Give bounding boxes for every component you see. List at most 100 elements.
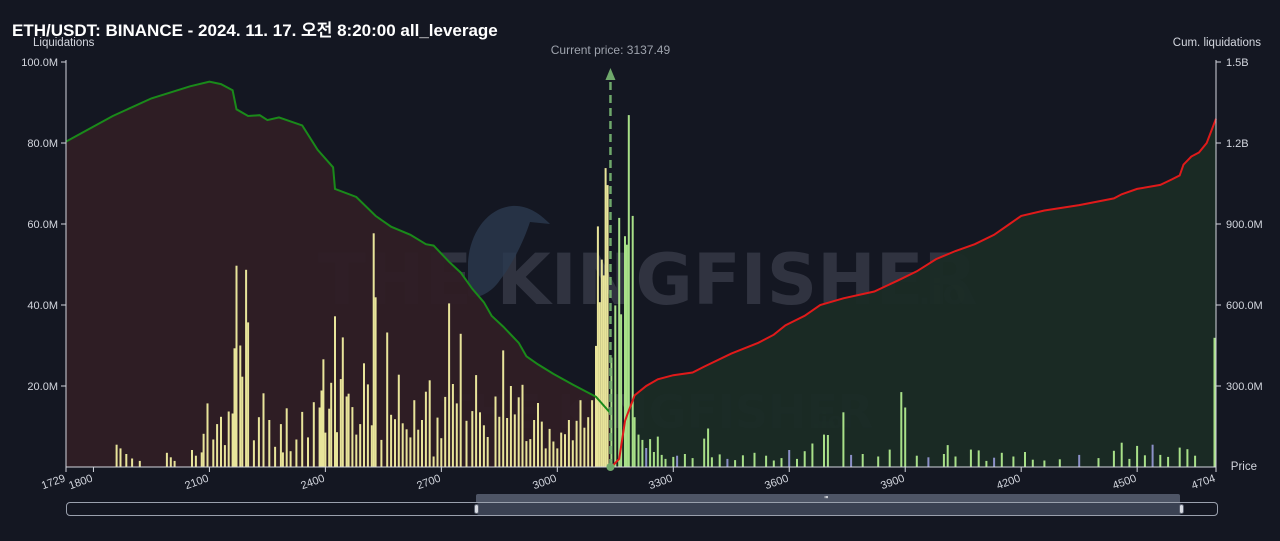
x-tick-label: 2400 — [299, 473, 326, 493]
liquidation-bar — [428, 380, 431, 467]
current-price-label: Current price: 3137.49 — [551, 43, 671, 57]
liquidation-bar — [600, 259, 603, 467]
liquidation-bar — [537, 403, 539, 467]
liquidation-bar — [394, 419, 396, 467]
liquidation-bar — [281, 452, 284, 467]
liquidation-bar — [803, 451, 806, 467]
liquidation-bar — [672, 456, 675, 467]
liquidation-bar — [564, 434, 566, 467]
right-tick-label: 1.5B — [1226, 57, 1249, 69]
x-tick-label: 3900 — [879, 473, 906, 493]
liquidation-bar — [614, 305, 617, 467]
liquidation-bar — [624, 236, 626, 467]
liquidation-bar — [312, 402, 315, 467]
liquidation-bar — [1159, 454, 1162, 467]
liquidation-bar — [351, 407, 354, 467]
liquidation-bar — [451, 384, 454, 467]
liquidation-bar — [631, 215, 634, 467]
liquidation-bar — [506, 418, 509, 467]
liquidation-bar — [718, 454, 721, 467]
liquidation-bar — [602, 275, 605, 467]
liquidation-bar — [985, 460, 988, 467]
liquidation-bar — [587, 417, 590, 467]
liquidation-bar — [401, 423, 404, 467]
x-tick-label: 4200 — [995, 473, 1022, 493]
liquidation-bar — [877, 456, 880, 467]
right-axis-title: Cum. liquidations — [1173, 37, 1261, 49]
liquidation-bar — [235, 265, 238, 467]
right-tick-label: 300.0M — [1226, 381, 1263, 393]
cumulative-areas — [66, 81, 1216, 467]
liquidation-bar — [363, 363, 365, 467]
liquidation-bar — [366, 384, 369, 467]
liquidation-bar — [372, 233, 375, 467]
liquidation-bar — [322, 359, 325, 467]
liquidation-bar — [618, 217, 621, 467]
liquidation-bar — [556, 448, 559, 467]
long-cum-area — [66, 81, 611, 467]
right-tick-label: 1.2B — [1226, 138, 1249, 150]
liquidation-bar — [726, 458, 729, 467]
liquidation-bar — [620, 314, 623, 467]
liquidation-bar — [525, 441, 528, 467]
liquidation-bar — [1186, 449, 1189, 467]
liquidation-bar — [1024, 452, 1026, 467]
liquidation-bar — [703, 438, 706, 467]
liquidation-bar — [285, 408, 288, 467]
liquidation-bar — [448, 303, 451, 467]
liquidation-bar — [455, 403, 458, 467]
liquidation-bar — [138, 460, 141, 467]
liquidation-bars — [115, 115, 1216, 468]
scroll-window-top[interactable] — [476, 494, 1180, 502]
liquidation-bar — [753, 452, 756, 467]
scroll-window[interactable] — [474, 503, 1184, 515]
current-price-dot — [606, 463, 615, 471]
liquidation-bar — [498, 416, 501, 467]
liquidation-bar — [1000, 452, 1003, 467]
liquidation-bar — [320, 390, 323, 467]
liquidation-bar — [459, 333, 462, 467]
liquidation-bar — [191, 450, 193, 467]
short-cum-line — [610, 118, 1217, 468]
liquidation-bar — [227, 411, 230, 467]
liquidation-bar — [370, 425, 373, 467]
liquidation-bar — [645, 448, 648, 467]
liquidation-bar — [413, 400, 416, 467]
liquidation-bar — [544, 448, 547, 467]
liquidation-bar — [194, 455, 197, 467]
liquidation-bar — [220, 416, 222, 467]
liquidation-bar — [1178, 447, 1181, 467]
liquidation-bar — [710, 457, 713, 467]
right-tick-label: 600.0M — [1226, 300, 1263, 312]
x-tick-label: 3600 — [763, 473, 790, 493]
liquidation-bar — [216, 424, 219, 467]
liquidation-bar — [336, 432, 338, 467]
liquidation-bar — [606, 185, 609, 467]
left-tick-label: 40.0M — [27, 300, 58, 312]
x-tick-label: 3000 — [531, 473, 558, 493]
right-tick-label: 900.0M — [1226, 219, 1263, 231]
liquidation-bar — [494, 396, 497, 467]
liquidation-bar — [1213, 337, 1216, 467]
liquidation-bar — [436, 417, 439, 467]
left-tick-label: 80.0M — [27, 138, 58, 150]
liquidation-bar — [482, 425, 485, 467]
scroll-handle-left[interactable] — [474, 504, 479, 514]
scroll-handle-right[interactable] — [1179, 504, 1184, 514]
liquidation-bar — [223, 445, 226, 467]
liquidation-bar — [826, 435, 829, 467]
liquidation-bar — [475, 375, 478, 467]
scroll-grip[interactable]: ''' — [824, 495, 829, 504]
liquidation-bar — [301, 411, 304, 467]
liquidation-bar — [900, 392, 903, 467]
liquidation-bar — [548, 428, 551, 467]
liquidation-bar — [131, 458, 134, 467]
liquidation-bar — [279, 424, 282, 467]
liquidation-bar — [969, 449, 972, 467]
liquidation-bar — [861, 454, 864, 467]
liquidation-bar — [734, 460, 737, 467]
liquidation-bar — [513, 414, 516, 467]
range-scrollbar[interactable] — [66, 502, 1218, 516]
liquidation-bar — [598, 302, 601, 467]
